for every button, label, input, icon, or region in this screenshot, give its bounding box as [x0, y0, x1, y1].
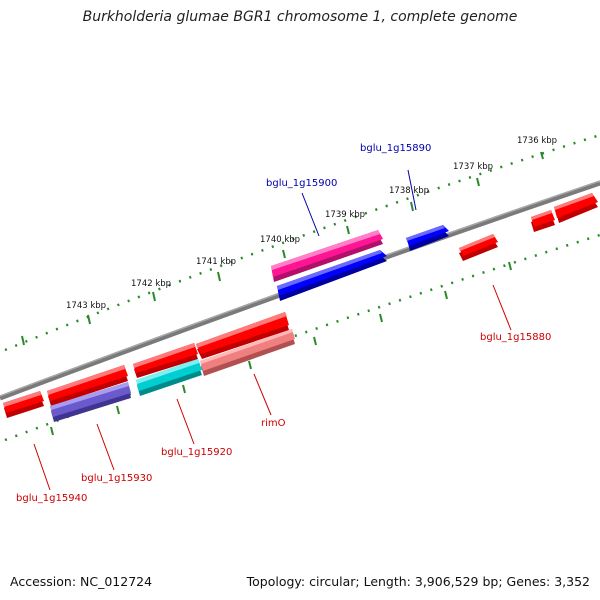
gene-arrow-red[interactable] — [531, 210, 555, 232]
leader-bglu-1g15900 — [301, 192, 320, 237]
kbp-label-1740: 1740 kbp — [260, 235, 300, 245]
gene-arrow-bglu-1g15890[interactable] — [406, 225, 449, 251]
major-tick — [116, 405, 120, 415]
gene-label-rimO[interactable]: rimO — [261, 418, 286, 429]
gene-label-bglu-1g15940[interactable]: bglu_1g15940 — [16, 493, 87, 504]
kbp-label-1739: 1739 kbp — [325, 210, 365, 220]
outer-tick-ring — [4, 133, 600, 352]
major-tick — [248, 360, 252, 370]
gene-arrow-bglu-1g15880[interactable] — [459, 234, 498, 261]
reverse-strand-genes — [3, 234, 498, 422]
leader-bglu-1g15930 — [96, 423, 115, 471]
kbp-label-1737: 1737 kbp — [453, 162, 493, 172]
major-tick — [50, 426, 54, 436]
gene-labels: bglu_1g15890 bglu_1g15900 bglu_1g15880 r… — [16, 143, 551, 504]
gene-arrow-bglu-1g15940[interactable] — [3, 391, 44, 418]
kbp-label-1741: 1741 kbp — [196, 257, 236, 267]
leader-bglu-1g15920 — [176, 398, 195, 445]
kbp-label-1736: 1736 kbp — [517, 136, 557, 146]
gene-arrow-bglu-1g15900[interactable] — [271, 230, 383, 282]
leader-bglu-1g15890 — [407, 169, 417, 211]
major-tick — [540, 151, 544, 160]
gene-label-bglu-1g15920[interactable]: bglu_1g15920 — [161, 447, 232, 458]
major-tick — [444, 290, 448, 300]
kbp-label-1743: 1743 kbp — [66, 301, 106, 311]
gene-arrow-blue[interactable] — [277, 250, 387, 301]
kbp-labels: 1736 kbp 1737 kbp 1738 kbp 1739 kbp 1740… — [66, 136, 557, 311]
major-tick — [410, 201, 414, 212]
kbp-label-1742: 1742 kbp — [131, 279, 171, 289]
leader-bglu-1g15880 — [492, 284, 512, 331]
gene-arrow-red[interactable] — [554, 193, 598, 223]
major-tick — [282, 249, 286, 259]
major-tick — [508, 261, 512, 271]
map-title: Burkholderia glumae BGR1 chromosome 1, c… — [82, 9, 518, 25]
gene-label-bglu-1g15880[interactable]: bglu_1g15880 — [480, 332, 551, 343]
gene-arrow-red[interactable] — [133, 343, 198, 378]
gene-arrow-bglu-1g15930[interactable] — [50, 382, 131, 422]
major-tick — [313, 336, 317, 346]
label-leaders — [33, 169, 512, 491]
gene-label-bglu-1g15890[interactable]: bglu_1g15890 — [360, 143, 431, 154]
leader-bglu-1g15940 — [33, 443, 51, 491]
major-tick — [87, 314, 91, 325]
major-tick — [182, 384, 186, 394]
forward-strand-genes — [271, 193, 598, 301]
kbp-label-1738: 1738 kbp — [389, 186, 429, 196]
major-tick — [21, 335, 25, 346]
leader-rimO — [253, 373, 272, 416]
accession-text: Accession: NC_012724 — [10, 574, 153, 589]
major-tick — [346, 225, 350, 235]
gene-label-bglu-1g15900[interactable]: bglu_1g15900 — [266, 178, 337, 189]
gene-arrow-red[interactable] — [47, 365, 128, 406]
gene-label-bglu-1g15930[interactable]: bglu_1g15930 — [81, 473, 152, 484]
gene-arrow-rimO[interactable] — [200, 329, 295, 376]
major-tick — [152, 291, 156, 302]
major-tick — [379, 313, 383, 323]
gene-arrow-bglu-1g15920[interactable] — [136, 359, 202, 396]
topology-text: Topology: circular; Length: 3,906,529 bp… — [246, 574, 590, 589]
major-tick — [217, 271, 221, 282]
major-tick — [476, 177, 480, 187]
gene-arrow-red[interactable] — [196, 312, 289, 359]
